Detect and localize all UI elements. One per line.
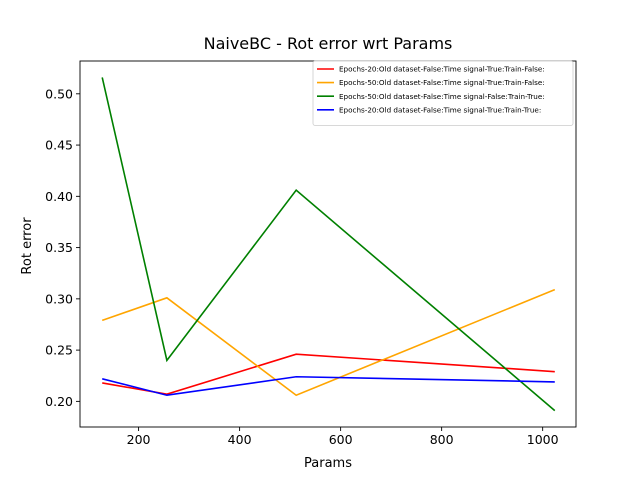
series-line-4 xyxy=(102,375,555,397)
y-tick-label: 0.35 xyxy=(45,240,73,255)
x-tick-label: 600 xyxy=(329,432,353,447)
plot-area: 200 400 600 800 1000 0.20 0.25 0.30 0.35 0.40 0.45… xyxy=(45,60,577,447)
x-tick-label: 400 xyxy=(228,432,252,447)
x-tick-label: 1000 xyxy=(527,432,559,447)
y-axis-label: Rot error xyxy=(20,217,35,275)
series-line-2 xyxy=(101,288,556,397)
legend-label-3: Epochs-50:Old dataset-False:Time signal-… xyxy=(339,92,545,101)
chart-title: NaiveBC - Rot error wrt Params xyxy=(204,34,453,53)
y-tick-label: 0.25 xyxy=(45,343,73,358)
x-tick-label: 800 xyxy=(430,432,454,447)
legend-box xyxy=(312,60,574,126)
y-tick-label: 0.50 xyxy=(45,86,73,101)
legend-label-4: Epochs-20:Old dataset-False:Time signal-… xyxy=(339,105,541,114)
legend-label-1: Epochs-20:Old dataset-False:Time signal-… xyxy=(339,65,545,74)
y-tick-label: 0.30 xyxy=(45,291,73,306)
series-line-3 xyxy=(101,77,556,412)
x-tick-label: 200 xyxy=(127,432,151,447)
y-tick-label: 0.40 xyxy=(45,189,73,204)
x-axis-label: Params xyxy=(304,456,352,471)
legend: Epochs-20:Old dataset-False:Time signal-… xyxy=(312,60,574,126)
y-tick-label: 0.20 xyxy=(45,394,73,409)
y-tick-label: 0.45 xyxy=(45,138,73,153)
series-line-1 xyxy=(102,353,555,396)
legend-label-2: Epochs-50:Old dataset-False:Time signal-… xyxy=(339,78,545,87)
